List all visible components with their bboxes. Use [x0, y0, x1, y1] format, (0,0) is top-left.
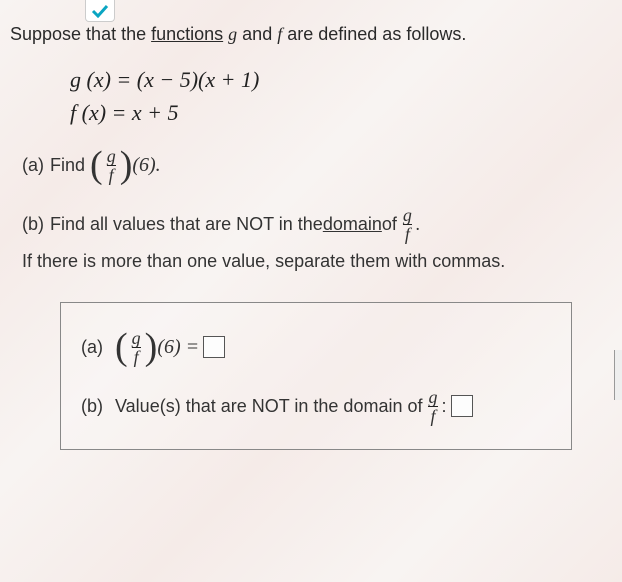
part-a-question: (a) Find ( g f ) (6).: [22, 147, 612, 184]
equation-g: g (x) = (x − 5)(x + 1): [70, 63, 612, 96]
problem-intro: Suppose that the functions g and f are d…: [10, 20, 612, 49]
frac-num: g: [105, 147, 118, 165]
answer-a-label: (a): [81, 337, 103, 358]
frac-b-num: g: [401, 206, 414, 224]
part-b-label: (b): [22, 214, 44, 235]
frac-den: f: [107, 165, 116, 184]
left-paren-icon: (: [115, 330, 128, 364]
check-icon: [91, 4, 109, 18]
side-tool-panel[interactable]: [614, 350, 622, 400]
answer-row-b: (b) Value(s) that are NOT in the domain …: [81, 388, 551, 425]
intro-text-3: and: [237, 24, 277, 44]
ans-b-frac-num: g: [427, 388, 440, 406]
right-paren-icon: ): [120, 148, 133, 182]
fraction-g-over-f: ( g f ): [90, 147, 132, 184]
instruction-text: If there is more than one value, separat…: [22, 251, 612, 272]
answer-box: (a) ( g f ) (6) = (b) Value(s) that are …: [60, 302, 572, 450]
part-a-arg: (6).: [132, 154, 160, 177]
answer-b-label: (b): [81, 396, 103, 417]
intro-text-1: Suppose that the: [10, 24, 151, 44]
equations-block: g (x) = (x − 5)(x + 1) f (x) = x + 5: [70, 63, 612, 129]
answer-b-input[interactable]: [451, 395, 473, 417]
part-b-text-1: Find all values that are NOT in the: [50, 214, 323, 235]
part-b-question: (b) Find all values that are NOT in the …: [22, 206, 612, 243]
answer-a-input[interactable]: [203, 336, 225, 358]
intro-underlined: functions: [151, 24, 223, 44]
ans-frac-den: f: [132, 347, 141, 366]
ans-b-frac-den: f: [428, 406, 437, 425]
checkmark-badge: [85, 0, 115, 22]
answer-b-text: Value(s) that are NOT in the domain of: [115, 396, 423, 417]
intro-text-4: are defined as follows.: [282, 24, 466, 44]
intro-g: g: [228, 24, 237, 44]
frac-b-den: f: [403, 224, 412, 243]
answer-row-a: (a) ( g f ) (6) =: [81, 329, 551, 366]
answer-b-colon: :: [442, 396, 447, 417]
answer-a-eq: (6) =: [157, 336, 199, 359]
left-paren-icon: (: [90, 148, 103, 182]
answer-a-fraction: ( g f ): [115, 329, 157, 366]
part-a-label: (a): [22, 155, 44, 176]
part-a-word: Find: [50, 155, 85, 176]
part-b-text-2: of: [382, 214, 397, 235]
part-b-underlined: domain: [323, 214, 382, 235]
part-b-period: .: [416, 214, 421, 235]
ans-frac-num: g: [130, 329, 143, 347]
equation-f: f (x) = x + 5: [70, 96, 612, 129]
right-paren-icon: ): [145, 330, 158, 364]
